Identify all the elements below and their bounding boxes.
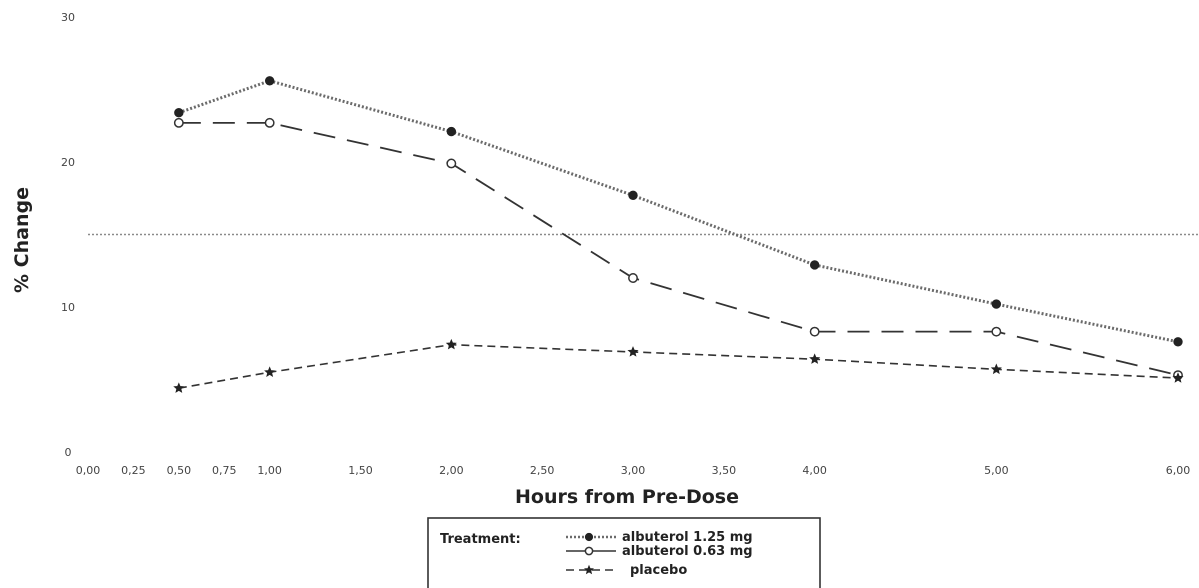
data-point-series-2: [173, 117, 184, 128]
legend-marker-1: [584, 532, 594, 542]
data-point-series-1: [809, 260, 820, 270]
data-point-series-2: [628, 273, 638, 283]
x-tick-label: 6,00: [1166, 464, 1191, 477]
x-tick-label: 0,50: [167, 464, 192, 477]
data-point-series-2: [991, 326, 1002, 337]
data-point-series-1: [446, 126, 457, 137]
data-point-series-3: [1172, 372, 1184, 383]
legend-marker-3: [584, 564, 594, 575]
y-tick-label: 30: [61, 11, 75, 24]
y-axis-title: % Change: [11, 187, 33, 293]
x-tick-label: 3,00: [621, 464, 646, 477]
data-point-series-1: [628, 190, 638, 201]
x-tick-label: 2,50: [530, 464, 555, 477]
x-tick-label: 0,00: [76, 464, 101, 477]
data-point-series-2: [264, 117, 275, 128]
data-point-series-3: [809, 353, 821, 364]
y-axis-tick-labels: 0 10 20 30: [61, 11, 75, 459]
x-tick-label: 0,25: [121, 464, 146, 477]
x-axis-tick-labels: 0,00 0,25 0,50 0,75 1,00 1,50 2,00 2,50 3,00 3,50…: [76, 464, 1191, 477]
legend-box: [427, 517, 821, 588]
legend-label-2: albuterol 0.63 mg: [622, 544, 753, 559]
legend-label-1: albuterol 1.25 mg: [622, 530, 753, 545]
data-point-series-2: [809, 326, 820, 337]
data-point-series-1: [264, 76, 275, 86]
y-tick-label: 0: [65, 446, 72, 459]
data-point-series-3: [445, 338, 457, 350]
legend-label-3: placebo: [630, 563, 687, 578]
y-tick-label: 20: [61, 156, 75, 169]
x-tick-label: 4,00: [802, 464, 827, 477]
x-tick-label: 5,00: [984, 464, 1009, 477]
x-tick-label: 2,00: [439, 464, 464, 477]
x-tick-label: 0,75: [212, 464, 237, 477]
x-tick-label: 1,50: [348, 464, 373, 477]
x-axis-title: Hours from Pre-Dose: [515, 486, 739, 508]
series-line-2: [178, 121, 1179, 377]
series-line-1: [178, 79, 1179, 344]
legend-marker-2: [584, 546, 594, 556]
data-point-series-1: [991, 299, 1002, 309]
series-markers: [173, 76, 1184, 393]
x-tick-label: 3,50: [712, 464, 737, 477]
data-point-series-3: [627, 346, 639, 357]
data-point-series-2: [446, 158, 457, 169]
data-point-series-3: [990, 363, 1002, 375]
data-point-series-3: [264, 366, 276, 377]
data-point-series-1: [1173, 337, 1183, 347]
data-point-series-3: [173, 382, 185, 393]
data-point-series-1: [174, 108, 184, 118]
series-line-3: [178, 343, 1179, 389]
legend-title: Treatment:: [440, 532, 521, 547]
y-tick-label: 10: [61, 301, 75, 314]
x-tick-label: 1,00: [257, 464, 282, 477]
